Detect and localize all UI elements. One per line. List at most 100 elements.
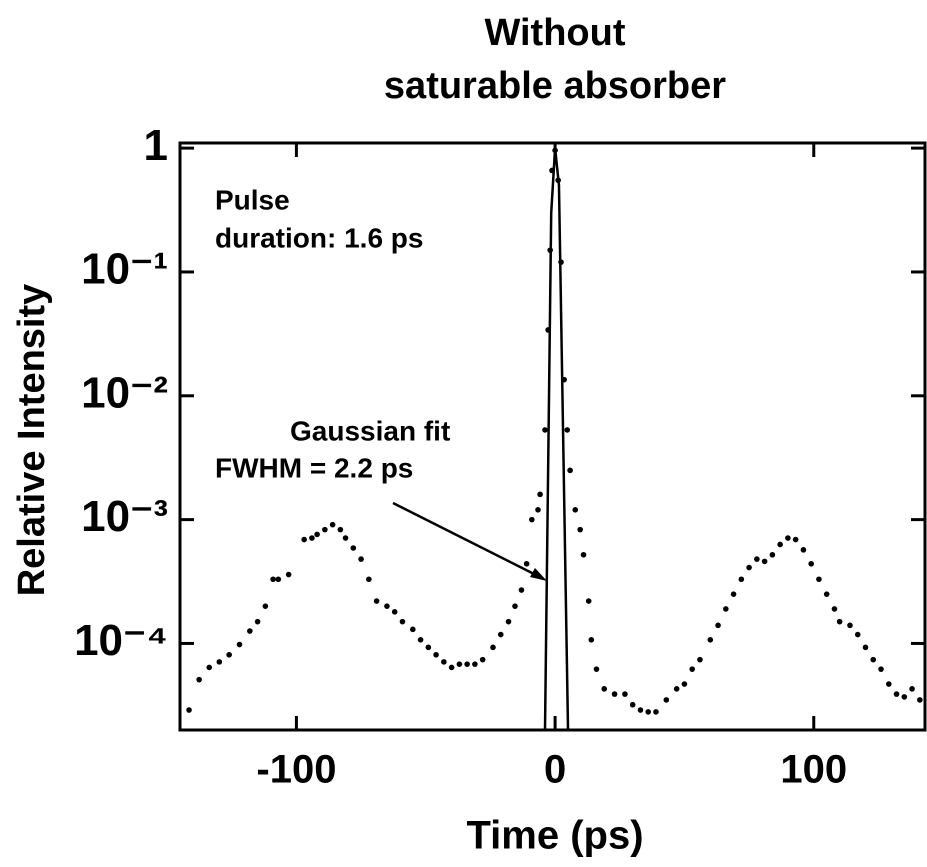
- data-point: [836, 618, 843, 625]
- data-point: [808, 560, 814, 567]
- data-point: [329, 521, 336, 528]
- data-point: [697, 656, 703, 663]
- data-point: [909, 686, 915, 692]
- annotation: FWHM = 2.2 ps: [215, 452, 413, 483]
- y-tick-label: 1: [144, 121, 168, 170]
- data-point: [567, 467, 573, 474]
- data-point: [754, 556, 760, 562]
- arrow-head: [530, 568, 547, 581]
- data-point: [529, 516, 535, 523]
- data-point: [862, 644, 869, 651]
- data-point: [441, 659, 447, 665]
- data-point: [893, 691, 900, 697]
- data-point: [715, 622, 721, 629]
- data-point: [885, 681, 892, 687]
- data-point: [497, 631, 504, 638]
- data-point: [275, 576, 282, 583]
- data-point: [689, 666, 695, 672]
- x-axis-label: Time (ps): [466, 814, 643, 858]
- data-point: [490, 644, 496, 651]
- data-point: [425, 644, 432, 651]
- data-point: [577, 526, 583, 533]
- data-point: [653, 709, 659, 715]
- data-point: [464, 661, 470, 667]
- data-point: [878, 666, 884, 672]
- data-point: [769, 551, 776, 558]
- data-point: [535, 507, 541, 513]
- data-point: [512, 603, 518, 609]
- data-point: [917, 697, 923, 703]
- fit-line: [543, 147, 570, 731]
- y-tick-label: 10⁻³: [81, 492, 168, 541]
- data-point: [854, 631, 861, 638]
- annotation: duration: 1.6 ps: [215, 222, 423, 253]
- data-point: [236, 641, 243, 648]
- data-point: [342, 535, 349, 541]
- data-point: [262, 603, 269, 609]
- data-point: [391, 609, 398, 615]
- data-point: [537, 491, 543, 498]
- data-point: [629, 701, 636, 708]
- data-point: [206, 664, 213, 671]
- data-point: [637, 707, 644, 713]
- data-point: [314, 531, 320, 538]
- x-tick-label: 0: [544, 748, 566, 792]
- plot-frame: [178, 141, 927, 732]
- data-point: [337, 526, 344, 533]
- data-point: [301, 536, 307, 543]
- data-point: [270, 576, 276, 583]
- data-point: [723, 606, 729, 612]
- data-point: [433, 651, 439, 658]
- chart-title: Without: [484, 12, 625, 54]
- data-point: [663, 697, 670, 703]
- data-point: [823, 591, 830, 597]
- annotation: Gaussian fit: [290, 415, 450, 446]
- data-point: [572, 507, 579, 513]
- data-point: [373, 598, 380, 604]
- data-point: [322, 526, 328, 533]
- data-point: [785, 535, 791, 541]
- data-point: [746, 564, 752, 571]
- data-point: [622, 691, 628, 697]
- y-axis-label: Relative Intensity: [11, 284, 53, 597]
- data-point: [417, 637, 424, 643]
- data-point: [738, 576, 745, 583]
- data-point: [523, 560, 530, 567]
- data-point: [518, 587, 525, 593]
- data-point: [472, 661, 478, 667]
- data-point: [870, 656, 877, 663]
- y-tick-label: 10⁻¹: [81, 245, 168, 294]
- data-point: [673, 686, 680, 692]
- data-point: [254, 618, 261, 625]
- data-point: [285, 571, 292, 578]
- data-point: [479, 656, 486, 663]
- data-point: [247, 628, 253, 634]
- data-point: [645, 709, 652, 715]
- data-point: [350, 545, 357, 551]
- data-point: [761, 558, 768, 565]
- data-point: [792, 536, 799, 543]
- data-point: [847, 622, 853, 629]
- data-point: [593, 666, 600, 672]
- data-point: [611, 691, 618, 697]
- data-point: [384, 603, 390, 609]
- data-point: [901, 694, 908, 700]
- data-point: [580, 551, 587, 558]
- data-point: [226, 651, 232, 658]
- arrow-line: [392, 501, 541, 579]
- data-point: [448, 664, 455, 671]
- x-tick-label: -100: [256, 748, 336, 792]
- data-point: [601, 686, 608, 692]
- annotation: Pulse: [215, 184, 290, 215]
- x-tick-label: 100: [780, 748, 847, 792]
- data-point: [800, 547, 807, 553]
- data-point: [542, 427, 548, 433]
- data-point: [730, 591, 737, 597]
- data-point: [410, 626, 416, 633]
- data-point: [216, 659, 223, 665]
- data-point: [309, 535, 315, 541]
- data-point: [681, 681, 688, 687]
- y-tick-label: 10⁻⁴: [74, 616, 168, 665]
- data-point: [831, 606, 838, 612]
